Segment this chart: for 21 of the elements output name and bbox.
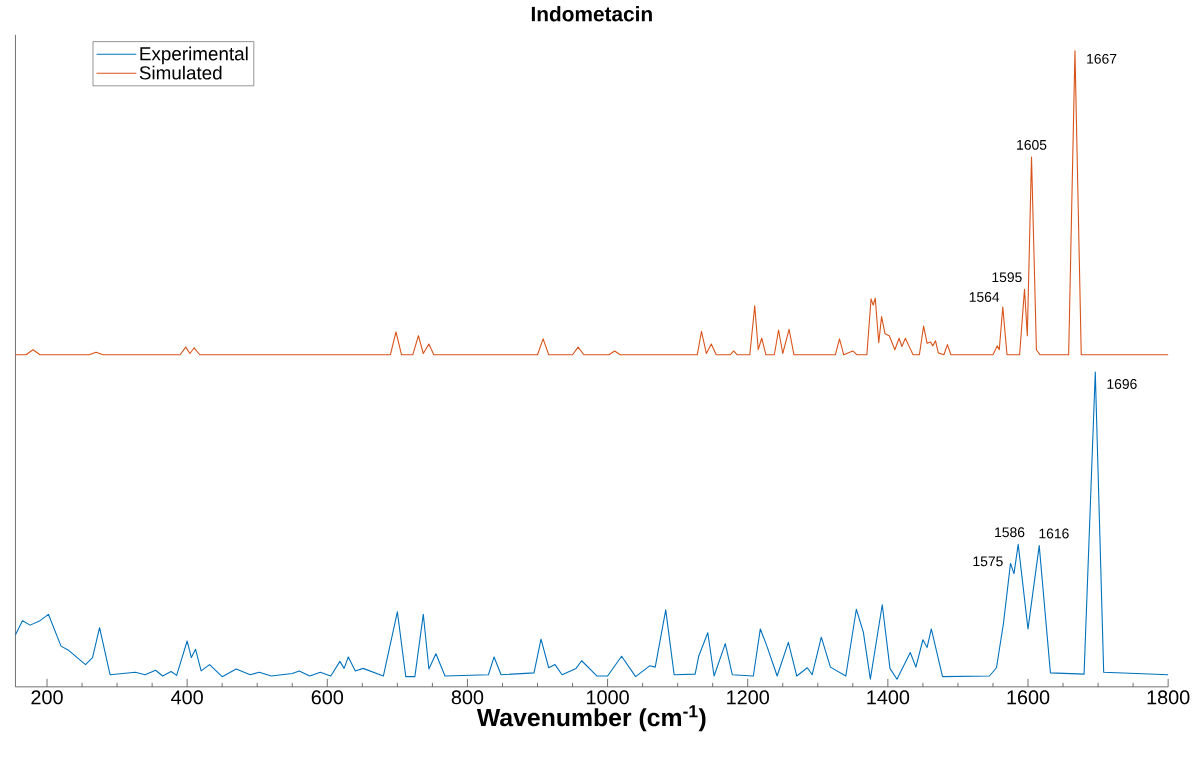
x-tick-label: 1400 bbox=[867, 690, 910, 705]
annotation: 1564 bbox=[969, 291, 1000, 302]
annotation: 1595 bbox=[992, 272, 1022, 282]
x-axis-title: Wavenumber (cm$^{-1}$) bbox=[476, 704, 706, 732]
x-tick-label: 400 bbox=[171, 690, 203, 705]
legend-label: Experimental bbox=[140, 46, 248, 64]
annotation: 1667 bbox=[1087, 53, 1117, 64]
x-tick-label: 1200 bbox=[727, 690, 769, 705]
x-tick-label: 1600 bbox=[1007, 690, 1050, 705]
chart-title: Indometacin bbox=[531, 5, 652, 22]
annotation: 1586 bbox=[995, 527, 1025, 537]
annotation: 1575 bbox=[973, 556, 1003, 566]
annotation: 1616 bbox=[1039, 528, 1069, 539]
x-tick-label: 600 bbox=[311, 690, 344, 705]
legend-label: Simulated bbox=[139, 65, 222, 80]
annotation: 1696 bbox=[1107, 378, 1137, 389]
annotation: 1605 bbox=[1017, 139, 1047, 150]
x-tick-label: 1000 bbox=[587, 690, 629, 705]
x-tick-label: 800 bbox=[451, 690, 484, 705]
x-tick-label: 1800 bbox=[1147, 690, 1190, 705]
x-tick-label: 200 bbox=[31, 690, 63, 705]
